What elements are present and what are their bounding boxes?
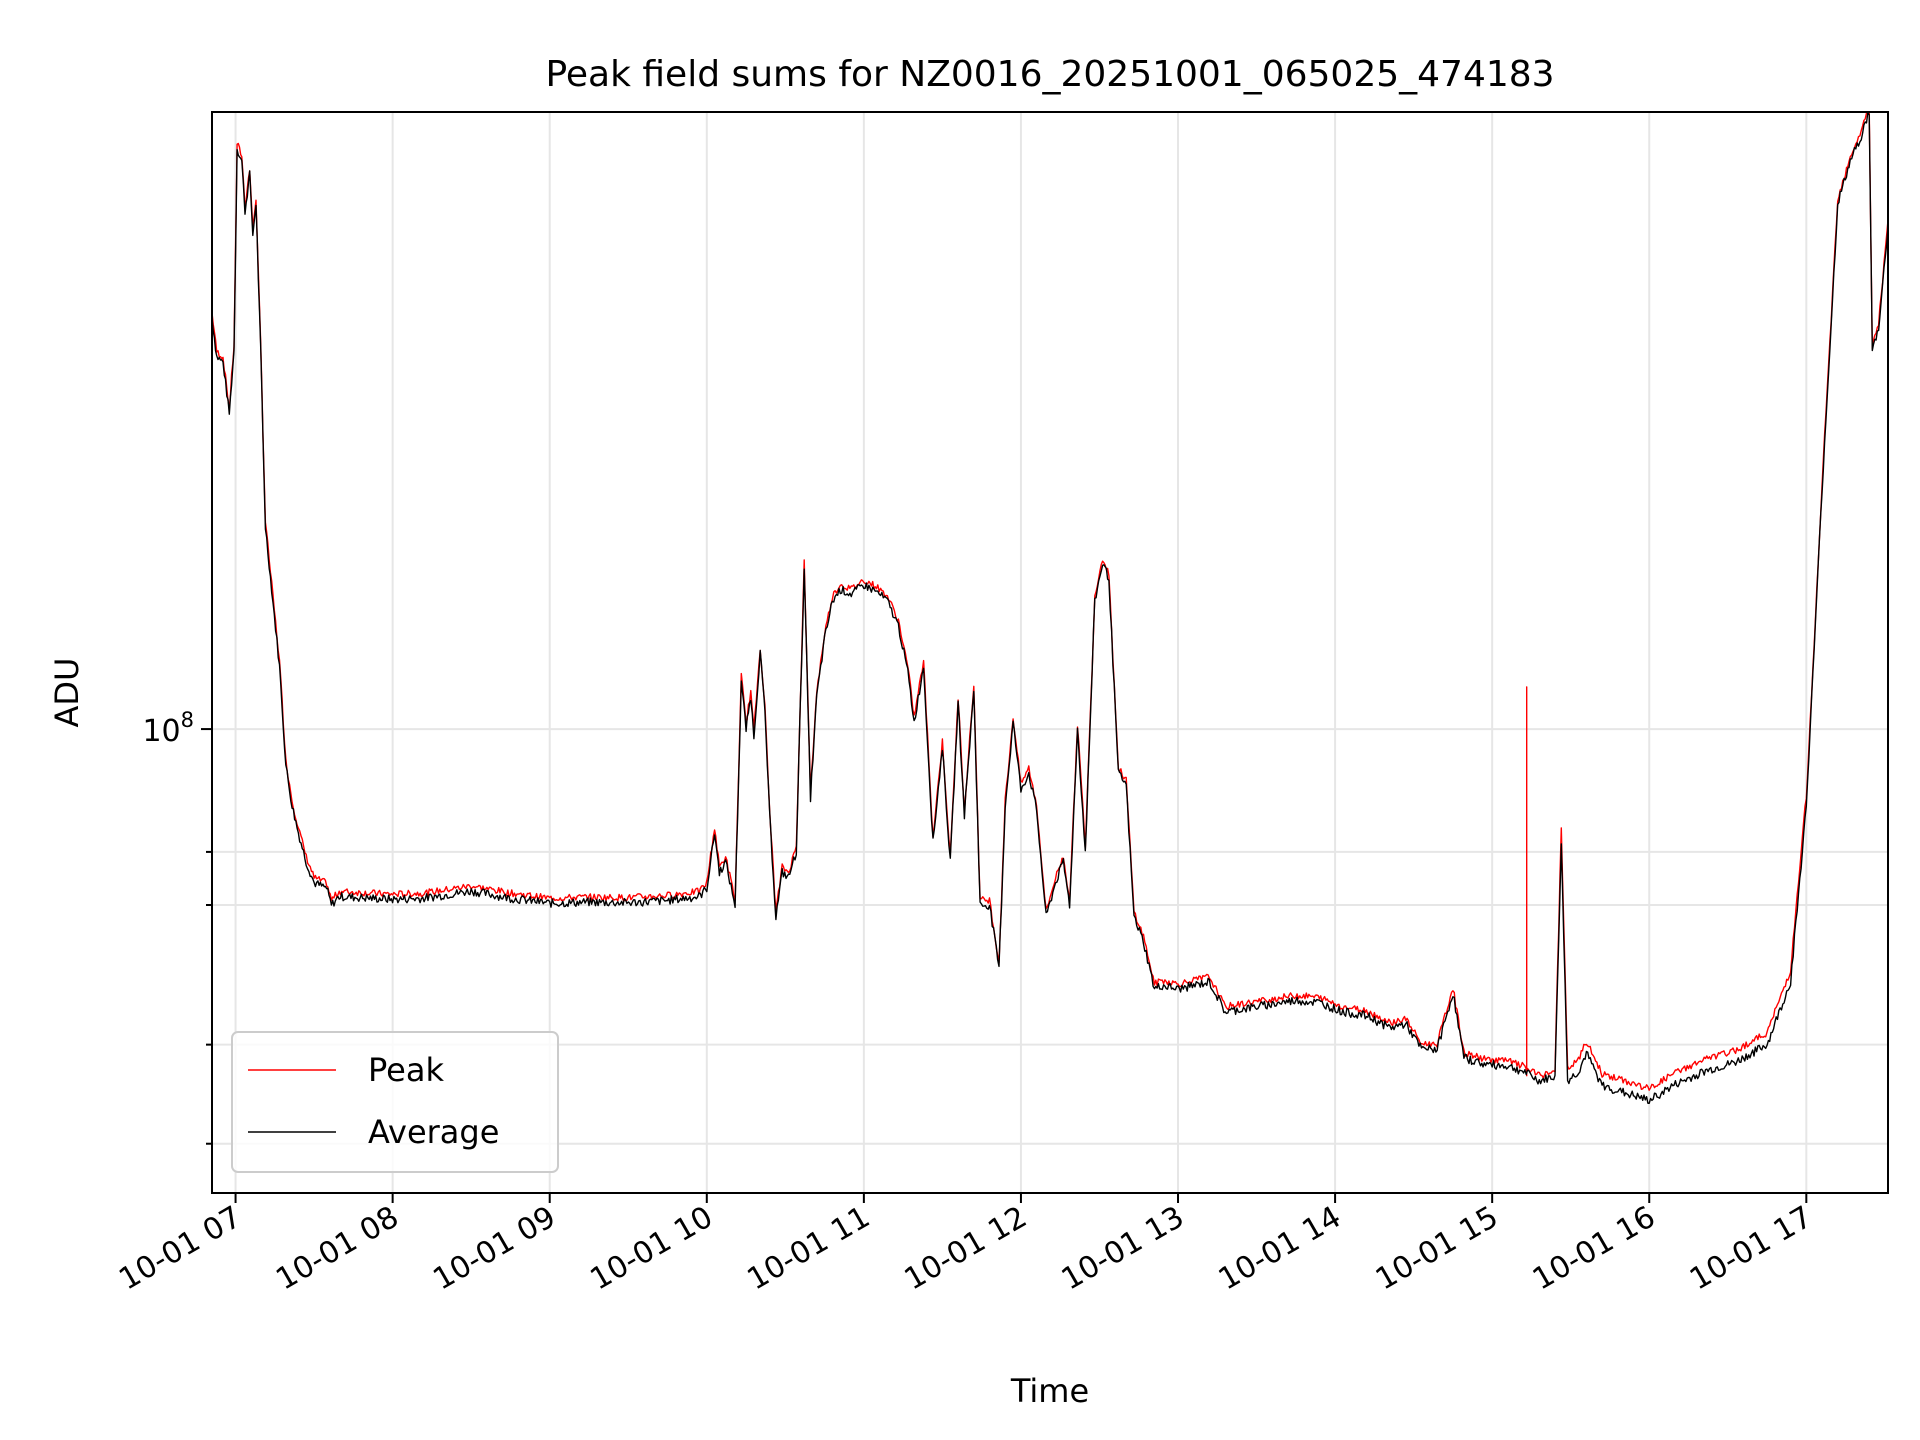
y-axis-label: ADU — [48, 658, 86, 728]
x-tick-label: 10-01 07 — [113, 1200, 247, 1298]
x-tick-label: 10-01 17 — [1684, 1200, 1818, 1298]
y-tick-exponent: 8 — [181, 708, 194, 732]
y-tick-label: 108 — [142, 708, 194, 749]
x-tick-label: 10-01 09 — [427, 1200, 561, 1298]
x-tick-label: 10-01 10 — [584, 1200, 718, 1298]
x-tick-label: 10-01 08 — [270, 1200, 404, 1298]
x-tick-label: 10-01 12 — [899, 1200, 1033, 1298]
x-tick-label: 10-01 14 — [1213, 1200, 1347, 1298]
y-tick-base: 10 — [142, 714, 180, 749]
chart-title: Peak field sums for NZ0016_20251001_0650… — [545, 54, 1554, 95]
series-lines — [212, 112, 1888, 1104]
legend-box — [231, 1031, 559, 1173]
x-tick-label: 10-01 16 — [1527, 1200, 1661, 1298]
axes-frame — [211, 111, 1889, 1194]
series-line-peak — [212, 112, 1888, 1091]
legend-label-peak: Peak — [368, 1051, 444, 1089]
x-tick-label: 10-01 11 — [742, 1200, 876, 1298]
axis-ticks: 10-01 07 10-01 08 10-01 09 10-01 10 10-01 11… — [113, 728, 1818, 1298]
legend-label-average: Average — [368, 1113, 499, 1151]
x-axis-label: Time — [1010, 1372, 1089, 1410]
x-tick-label: 10-01 13 — [1056, 1200, 1190, 1298]
x-tick-label: 10-01 15 — [1370, 1200, 1504, 1298]
legend: Peak Average — [231, 1031, 559, 1173]
series-line-average — [212, 112, 1888, 1104]
grid — [212, 112, 1888, 1193]
